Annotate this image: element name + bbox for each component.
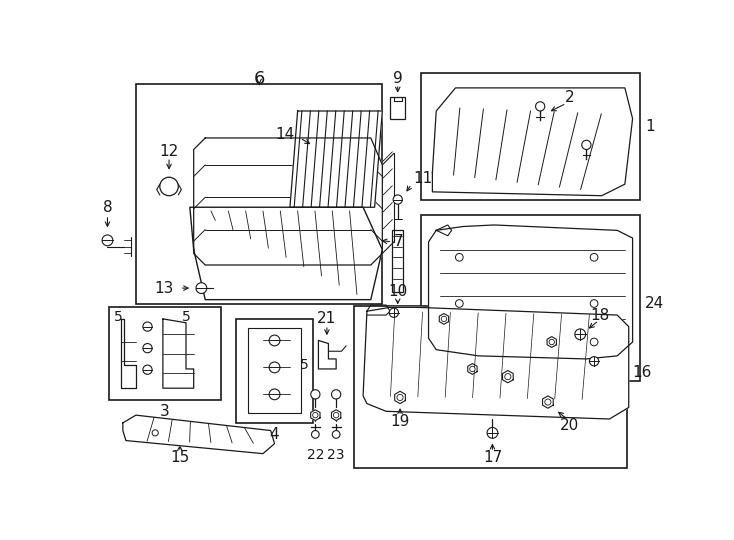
- Circle shape: [487, 428, 498, 438]
- Circle shape: [269, 389, 280, 400]
- Circle shape: [441, 316, 446, 322]
- Circle shape: [196, 283, 207, 294]
- Polygon shape: [432, 88, 633, 195]
- Circle shape: [152, 430, 159, 436]
- Bar: [421, 215, 640, 381]
- Text: 7: 7: [394, 234, 404, 249]
- Circle shape: [269, 362, 280, 373]
- Bar: [393, 231, 403, 292]
- Polygon shape: [332, 410, 341, 421]
- Text: 23: 23: [327, 448, 345, 462]
- Text: 20: 20: [560, 417, 579, 433]
- Text: 5: 5: [300, 358, 309, 372]
- Polygon shape: [190, 207, 382, 300]
- Text: 2: 2: [564, 90, 574, 105]
- Circle shape: [393, 195, 402, 204]
- Circle shape: [456, 300, 463, 307]
- Text: 5: 5: [181, 309, 190, 323]
- Text: 9: 9: [393, 71, 403, 86]
- Circle shape: [549, 339, 554, 345]
- Polygon shape: [468, 363, 477, 374]
- Text: 4: 4: [269, 427, 280, 442]
- Circle shape: [582, 140, 591, 150]
- Circle shape: [590, 300, 598, 307]
- Text: 15: 15: [170, 450, 189, 465]
- Text: 19: 19: [390, 414, 410, 429]
- Polygon shape: [542, 396, 553, 408]
- Circle shape: [470, 366, 475, 372]
- Polygon shape: [363, 307, 629, 419]
- Text: 11: 11: [413, 171, 432, 186]
- Text: 24: 24: [645, 296, 664, 311]
- Polygon shape: [547, 336, 556, 347]
- Text: 21: 21: [317, 312, 336, 326]
- Circle shape: [590, 253, 598, 261]
- Polygon shape: [503, 370, 513, 383]
- Circle shape: [143, 343, 152, 353]
- Bar: [390, 97, 405, 119]
- Polygon shape: [310, 410, 320, 421]
- Circle shape: [143, 322, 152, 331]
- Circle shape: [102, 235, 113, 246]
- Circle shape: [389, 308, 399, 318]
- Circle shape: [333, 430, 340, 438]
- Bar: [421, 72, 640, 200]
- Text: 25: 25: [528, 381, 548, 396]
- Circle shape: [311, 430, 319, 438]
- Bar: [136, 84, 382, 303]
- Circle shape: [332, 390, 341, 399]
- Text: 22: 22: [307, 448, 324, 462]
- Circle shape: [456, 253, 463, 261]
- Text: 3: 3: [159, 404, 170, 419]
- Text: 8: 8: [103, 200, 112, 215]
- Circle shape: [269, 335, 280, 346]
- Text: 12: 12: [159, 144, 178, 159]
- Bar: [109, 307, 221, 400]
- Text: 16: 16: [633, 365, 652, 380]
- Text: 17: 17: [483, 450, 502, 465]
- Circle shape: [143, 365, 152, 374]
- Text: 26: 26: [435, 365, 454, 380]
- Polygon shape: [123, 415, 275, 454]
- Circle shape: [545, 399, 551, 405]
- Circle shape: [333, 413, 339, 418]
- Polygon shape: [439, 314, 448, 325]
- Polygon shape: [194, 138, 382, 265]
- Circle shape: [575, 329, 586, 340]
- Circle shape: [536, 102, 545, 111]
- Text: 14: 14: [275, 126, 294, 141]
- Circle shape: [313, 413, 318, 418]
- Bar: [236, 319, 313, 423]
- Bar: [354, 306, 627, 468]
- Polygon shape: [290, 111, 382, 207]
- Polygon shape: [429, 225, 633, 359]
- Text: 18: 18: [591, 308, 610, 322]
- Circle shape: [160, 177, 178, 195]
- Text: 1: 1: [645, 119, 655, 134]
- Circle shape: [397, 394, 403, 401]
- Circle shape: [310, 390, 320, 399]
- Text: 13: 13: [155, 281, 174, 295]
- Bar: [247, 328, 302, 413]
- Text: 6: 6: [253, 70, 265, 87]
- Polygon shape: [395, 392, 405, 403]
- Circle shape: [505, 374, 511, 380]
- Text: 10: 10: [388, 285, 407, 300]
- Circle shape: [590, 338, 598, 346]
- Circle shape: [589, 356, 599, 366]
- Text: 5: 5: [114, 309, 123, 323]
